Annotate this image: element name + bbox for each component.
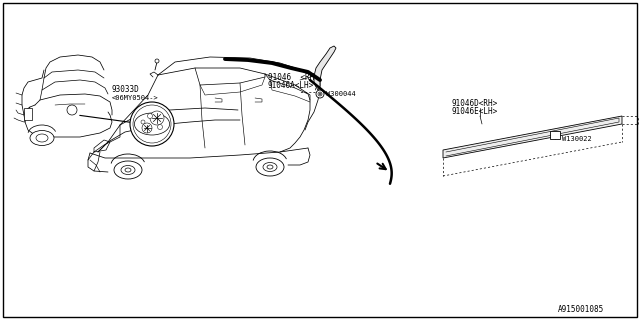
Circle shape xyxy=(142,123,152,133)
Text: 93033D: 93033D xyxy=(112,85,140,94)
Circle shape xyxy=(147,114,152,118)
Circle shape xyxy=(150,111,164,125)
Circle shape xyxy=(155,59,159,63)
Polygon shape xyxy=(314,46,336,90)
Ellipse shape xyxy=(121,165,135,174)
Circle shape xyxy=(133,105,171,143)
Circle shape xyxy=(130,102,174,146)
Text: <06MY0504->: <06MY0504-> xyxy=(112,95,159,101)
Text: W130022: W130022 xyxy=(562,136,592,142)
Ellipse shape xyxy=(30,131,54,146)
Text: 91046E<LH>: 91046E<LH> xyxy=(452,108,499,116)
Text: W300044: W300044 xyxy=(326,91,356,97)
Text: 91046  <RH>: 91046 <RH> xyxy=(268,74,319,83)
Circle shape xyxy=(318,92,322,96)
Text: A915001085: A915001085 xyxy=(558,306,604,315)
Bar xyxy=(24,108,32,120)
Ellipse shape xyxy=(267,165,273,169)
Circle shape xyxy=(141,120,145,124)
Ellipse shape xyxy=(125,168,131,172)
Ellipse shape xyxy=(36,134,48,142)
Text: 91046A<LH>: 91046A<LH> xyxy=(268,82,314,91)
Ellipse shape xyxy=(256,158,284,176)
Circle shape xyxy=(157,124,163,130)
Text: 91046D<RH>: 91046D<RH> xyxy=(452,100,499,108)
Ellipse shape xyxy=(114,161,142,179)
Ellipse shape xyxy=(263,163,277,172)
Bar xyxy=(550,131,560,139)
Circle shape xyxy=(67,105,77,115)
Ellipse shape xyxy=(134,113,170,135)
Circle shape xyxy=(316,90,324,98)
Polygon shape xyxy=(443,116,622,158)
